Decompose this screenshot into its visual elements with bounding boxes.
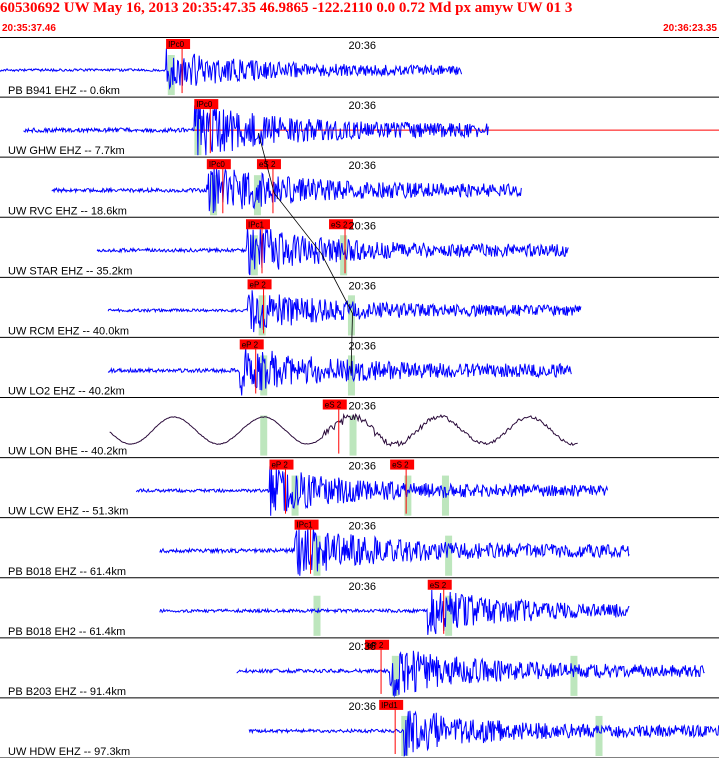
minute-label: 20:36 bbox=[349, 581, 377, 593]
pick-window bbox=[404, 475, 412, 516]
minute-label: 20:36 bbox=[349, 40, 377, 52]
pick-marker bbox=[256, 159, 281, 170]
waveform-trace bbox=[135, 466, 608, 516]
station-label: PB B018 EHZ -- 61.4km bbox=[8, 566, 126, 578]
station-label: PB B941 EHZ -- 0.6km bbox=[8, 85, 120, 97]
waveform-trace bbox=[0, 48, 463, 91]
pick-label: eP 2 bbox=[250, 280, 267, 289]
pick-label: IPc1 bbox=[297, 521, 314, 530]
waveform-trace bbox=[107, 290, 582, 333]
pick-label: eS 2 bbox=[259, 160, 276, 169]
pick-marker bbox=[206, 159, 231, 170]
waveform-trace bbox=[159, 525, 630, 576]
station-label: UW HDW EHZ -- 97.3km bbox=[8, 746, 130, 758]
minute-label: 20:36 bbox=[349, 461, 377, 473]
start-time-label: 20:35:37.46 bbox=[2, 23, 56, 34]
pick-marker bbox=[427, 579, 452, 590]
pick-label: IPc1 bbox=[248, 220, 265, 229]
minute-label: 20:36 bbox=[349, 160, 377, 172]
pick-window bbox=[349, 415, 357, 456]
minute-label: 20:36 bbox=[349, 340, 377, 352]
waveform-trace bbox=[248, 710, 719, 757]
pick-marker bbox=[390, 459, 415, 470]
pick-window bbox=[291, 475, 299, 516]
station-label: UW LCW EHZ -- 51.3km bbox=[8, 506, 128, 518]
pick-window bbox=[445, 595, 453, 636]
minute-label: 20:36 bbox=[349, 220, 377, 232]
pick-marker bbox=[245, 219, 270, 230]
pick-window bbox=[595, 715, 603, 756]
station-label: UW LO2 EHZ -- 40.2km bbox=[8, 386, 125, 398]
station-label: PB B018 EH2 -- 61.4km bbox=[8, 626, 125, 638]
pick-label: eS 2 bbox=[331, 220, 348, 229]
pick-label: eP 2 bbox=[271, 461, 288, 470]
pick-label: eP 2 bbox=[242, 340, 259, 349]
pick-marker bbox=[269, 459, 294, 470]
header: 60530692 UW May 16, 2013 20:35:47.35 46.… bbox=[0, 0, 719, 38]
pick-label: eS 2 bbox=[325, 401, 342, 410]
pick-marker bbox=[365, 639, 390, 650]
pick-label: IPc0 bbox=[168, 40, 185, 49]
station-label: UW GHW EHZ -- 7.7km bbox=[8, 145, 125, 157]
pick-label: eS 2 bbox=[392, 461, 409, 470]
end-time-label: 20:36:23.35 bbox=[663, 23, 717, 34]
waveform-trace bbox=[23, 101, 489, 156]
waveform-trace bbox=[51, 166, 522, 214]
station-label: UW RVC EHZ -- 18.6km bbox=[8, 205, 127, 217]
waveform-trace bbox=[236, 650, 705, 698]
waveform-trace bbox=[96, 227, 569, 276]
waveform-trace bbox=[159, 589, 630, 635]
pick-marker bbox=[379, 699, 404, 710]
waveform-trace bbox=[107, 346, 572, 396]
event-title: 60530692 UW May 16, 2013 20:35:47.35 46.… bbox=[0, 0, 573, 16]
pick-marker bbox=[329, 219, 354, 230]
pick-label: eP 2 bbox=[367, 641, 384, 650]
pick-marker bbox=[322, 399, 347, 410]
minute-label: 20:36 bbox=[349, 401, 377, 413]
pick-window bbox=[347, 295, 355, 336]
minute-label: 20:36 bbox=[349, 100, 377, 112]
seismogram-panel: IPc0 20:36 PB B941 EHZ -- 0.6km IPc0 20:36 UW… bbox=[0, 37, 719, 758]
pick-window bbox=[401, 715, 409, 756]
waveform-trace bbox=[109, 412, 578, 447]
pick-window bbox=[260, 355, 268, 396]
pick-window bbox=[391, 655, 399, 696]
station-label: UW STAR EHZ -- 35.2km bbox=[8, 265, 132, 277]
pick-marker bbox=[294, 519, 319, 530]
station-label: PB B203 EHZ -- 91.4km bbox=[8, 686, 126, 698]
station-label: UW RCM EHZ -- 40.0km bbox=[8, 325, 129, 337]
pick-window bbox=[313, 595, 321, 636]
minute-label: 20:36 bbox=[349, 521, 377, 533]
pick-marker bbox=[166, 39, 191, 49]
pick-window bbox=[258, 295, 266, 336]
station-label: UW LON BHE -- 40.2km bbox=[8, 446, 127, 458]
pick-label: IPc0 bbox=[209, 160, 226, 169]
minute-label: 20:36 bbox=[349, 641, 377, 653]
pick-window bbox=[260, 415, 268, 456]
pick-marker bbox=[194, 99, 219, 110]
pick-label: IPd1 bbox=[381, 701, 398, 710]
minute-label: 20:36 bbox=[349, 701, 377, 713]
pick-marker bbox=[247, 279, 272, 290]
pick-label: eS 2 bbox=[430, 581, 447, 590]
pick-label: IPc0 bbox=[196, 100, 213, 109]
travel-time-curve bbox=[258, 132, 353, 374]
pick-marker bbox=[239, 339, 264, 350]
pick-window bbox=[445, 535, 453, 576]
minute-label: 20:36 bbox=[349, 280, 377, 292]
pick-window bbox=[340, 235, 348, 276]
